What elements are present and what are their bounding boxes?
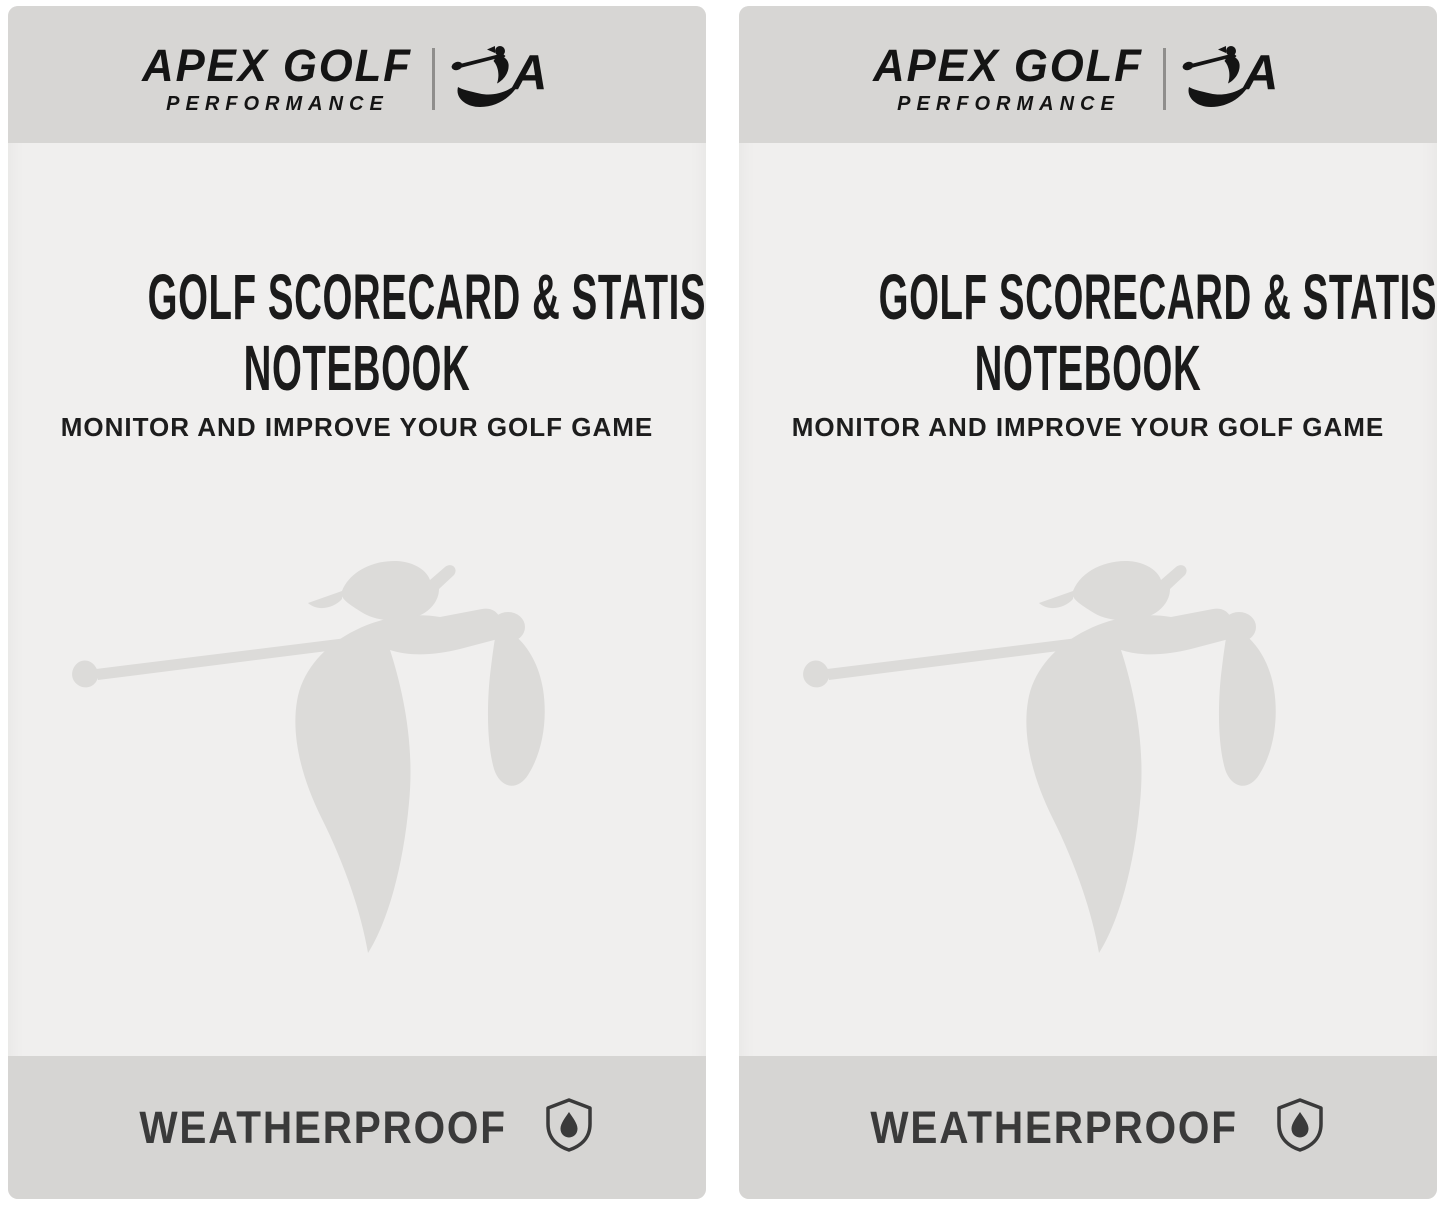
cover-title-block: GOLF SCORECARD & STATISTICS NOTEBOOK MON…: [8, 262, 706, 443]
brand-name: APEX GOLF: [873, 40, 1144, 91]
cover-subtitle: MONITOR AND IMPROVE YOUR GOLF GAME: [791, 412, 1385, 442]
brand-wordmark: APEX GOLF PERFORMANCE: [869, 43, 1147, 114]
golfer-swing-swoosh-icon: A: [450, 42, 576, 116]
cover-subtitle: MONITOR AND IMPROVE YOUR GOLF GAME: [60, 412, 654, 442]
golfer-silhouette-watermark-icon: [801, 547, 1301, 959]
shield-waterdrop-icon: [543, 1097, 595, 1158]
cover-title-line1: GOLF SCORECARD & STATISTICS: [147, 261, 706, 333]
header-band: APEX GOLF PERFORMANCE: [8, 6, 706, 143]
golfer-swing-swoosh-icon: A: [1181, 42, 1307, 116]
brand-logo: APEX GOLF PERFORMANCE: [138, 42, 575, 116]
shield-waterdrop-icon: [1274, 1097, 1326, 1158]
logo-divider: [431, 47, 435, 110]
brand-name: APEX GOLF: [142, 40, 413, 91]
brand-wordmark: APEX GOLF PERFORMANCE: [138, 43, 416, 114]
logo-divider: [1162, 47, 1166, 110]
brand-tagline: PERFORMANCE: [166, 93, 389, 115]
brand-monogram-letter: A: [511, 46, 547, 100]
notebook-cover-2: APEX GOLF PERFORMANCE: [739, 6, 1437, 1199]
brand-logo: APEX GOLF PERFORMANCE: [869, 42, 1306, 116]
golfer-silhouette-watermark-icon: [70, 547, 570, 959]
weatherproof-label: WEATHERPROOF: [139, 1101, 507, 1153]
weatherproof-label: WEATHERPROOF: [870, 1101, 1238, 1153]
notebook-cover-1: APEX GOLF PERFORMANCE: [8, 6, 706, 1199]
cover-title-line2: NOTEBOOK: [243, 332, 471, 404]
footer-band: WEATHERPROOF: [739, 1056, 1437, 1199]
brand-tagline: PERFORMANCE: [897, 93, 1120, 115]
cover-title-block: GOLF SCORECARD & STATISTICS NOTEBOOK MON…: [739, 262, 1437, 443]
header-band: APEX GOLF PERFORMANCE: [739, 6, 1437, 143]
cover-title-line2: NOTEBOOK: [974, 332, 1202, 404]
brand-monogram-letter: A: [1242, 46, 1278, 100]
cover-title-line1: GOLF SCORECARD & STATISTICS: [878, 261, 1437, 333]
footer-band: WEATHERPROOF: [8, 1056, 706, 1199]
